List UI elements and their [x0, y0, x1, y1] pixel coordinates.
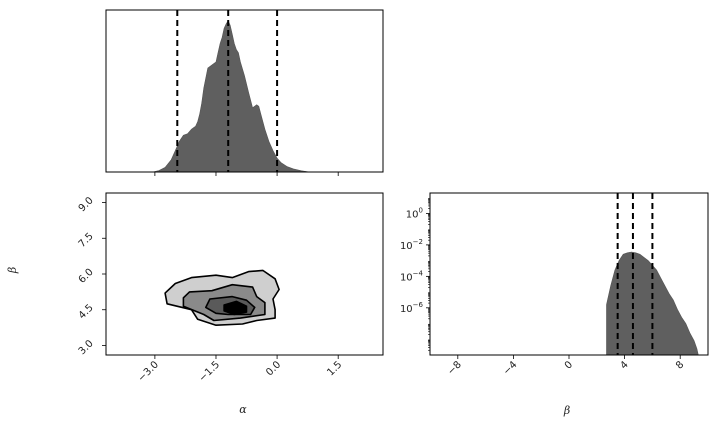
- alpha-beta-contours: [164, 269, 280, 327]
- joint-frame: [105, 192, 384, 356]
- joint-y-tick-label-3: 7.5: [77, 231, 96, 250]
- joint-x-tick-label-2: 0.0: [264, 359, 283, 378]
- beta-y-tick-label-3: 100: [406, 206, 423, 220]
- joint-y-tick-label-1: 4.5: [77, 302, 96, 321]
- beta-y-tick-label-2: 10−2: [400, 238, 423, 252]
- joint-y-axis-title: β: [6, 267, 19, 274]
- alpha-quantile-lines: [176, 10, 279, 172]
- beta-y-tick-label-1: 10−4: [400, 269, 424, 283]
- joint-y-tick-label-0: 3.0: [77, 338, 96, 357]
- joint-y-tick-label-4: 9.0: [77, 195, 96, 214]
- joint-x-tick-label-0: −3.0: [136, 359, 161, 384]
- joint-ticks: [102, 202, 339, 359]
- panel-hist-alpha: [105, 9, 384, 176]
- joint-x-tick-label-1: −1.5: [197, 359, 222, 384]
- joint-x-axis-title: α: [239, 403, 247, 416]
- alpha-hist-ticks: [154, 172, 339, 176]
- beta-x-tick-labels: −8 −4 0 4 8: [446, 359, 687, 377]
- beta-x-tick-label-4: 8: [674, 359, 686, 371]
- panel-joint-alpha-beta: −3.0 −1.5 0.0 1.5 3.0 4.5 6.0 7.5 9.0 α β: [6, 192, 384, 416]
- panel-hist-beta: −8 −4 0 4 8 10−6 10−4 10−2 100 β: [400, 192, 709, 417]
- beta-y-tick-labels: 10−6 10−4 10−2 100: [400, 206, 424, 314]
- beta-y-tick-label-0: 10−6: [400, 301, 424, 315]
- joint-x-tick-labels: −3.0 −1.5 0.0 1.5: [136, 359, 344, 384]
- alpha-hist-frame: [105, 9, 384, 173]
- joint-x-tick-label-3: 1.5: [325, 359, 344, 378]
- beta-x-axis-title: β: [563, 404, 570, 417]
- beta-x-tick-label-0: −8: [446, 359, 464, 377]
- beta-x-tick-label-2: 0: [563, 359, 575, 371]
- beta-x-tick-label-1: −4: [501, 359, 519, 377]
- joint-y-tick-labels: 3.0 4.5 6.0 7.5 9.0: [77, 195, 96, 357]
- joint-y-tick-label-2: 6.0: [77, 267, 96, 286]
- contour-level-4: [223, 300, 248, 316]
- beta-hist-frame: [429, 192, 709, 356]
- beta-quantile-lines: [616, 193, 654, 355]
- beta-x-tick-label-3: 4: [618, 359, 630, 371]
